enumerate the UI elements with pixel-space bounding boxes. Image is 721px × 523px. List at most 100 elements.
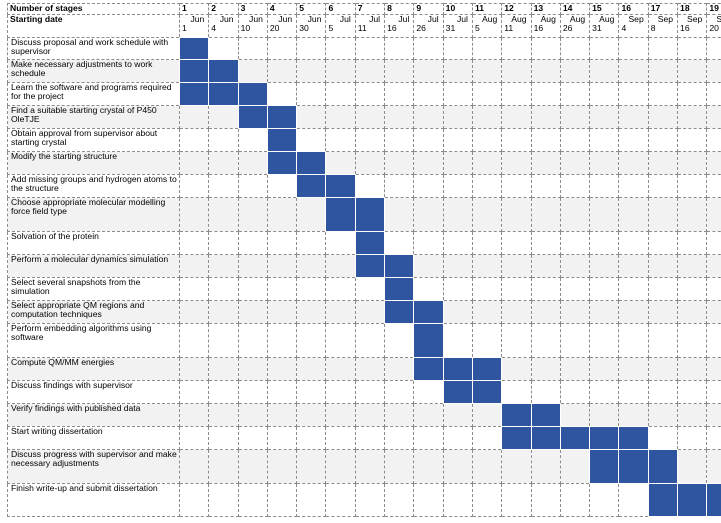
empty-cell — [325, 230, 356, 255]
empty-cell — [589, 127, 620, 152]
empty-cell — [384, 230, 415, 255]
empty-cell — [471, 173, 503, 198]
empty-cell — [354, 379, 386, 404]
empty-cell — [237, 127, 268, 152]
empty-cell — [677, 379, 708, 404]
empty-cell — [178, 379, 210, 404]
task-label: Choose appropriate molecular modelling f… — [7, 196, 180, 232]
stage-day: 5 — [328, 23, 334, 34]
empty-cell — [706, 322, 721, 358]
task-label: Discuss findings with supervisor — [7, 379, 180, 404]
empty-cell — [677, 402, 708, 427]
empty-cell — [208, 36, 239, 60]
empty-cell — [471, 58, 503, 83]
empty-cell — [442, 425, 473, 450]
task-row: Discuss proposal and work schedule with … — [7, 36, 721, 60]
empty-cell — [647, 196, 679, 232]
empty-cell — [471, 81, 503, 106]
empty-cell — [296, 379, 327, 404]
empty-cell — [471, 36, 503, 60]
empty-cell — [501, 253, 532, 278]
empty-cell — [354, 299, 386, 324]
task-row: Modify the starting structure — [7, 150, 721, 175]
task-label: Select appropriate QM regions and comput… — [7, 299, 180, 324]
empty-cell — [501, 81, 532, 106]
stage-month: Sep — [628, 14, 644, 24]
empty-cell — [266, 276, 298, 301]
stage-date: Jun 4 — [208, 13, 239, 38]
empty-cell — [325, 253, 356, 278]
empty-cell — [296, 402, 327, 427]
empty-cell — [559, 81, 591, 106]
empty-cell — [559, 276, 591, 301]
empty-cell — [266, 356, 298, 381]
empty-cell — [442, 276, 473, 301]
empty-cell — [471, 276, 503, 301]
stage-number: 7 — [354, 3, 386, 15]
empty-cell — [677, 230, 708, 255]
stage-month: Aug — [540, 14, 556, 24]
empty-cell — [208, 482, 239, 517]
task-rows: Discuss proposal and work schedule with … — [7, 36, 721, 517]
empty-cell — [442, 196, 473, 232]
empty-cell — [237, 58, 268, 83]
stage-day: 16 — [533, 23, 544, 34]
empty-cell — [178, 402, 210, 427]
empty-cell — [178, 150, 210, 175]
empty-cell — [208, 356, 239, 381]
empty-cell — [442, 104, 473, 129]
empty-cell — [471, 104, 503, 129]
empty-cell — [325, 127, 356, 152]
empty-cell — [530, 482, 561, 517]
empty-cell — [413, 230, 444, 255]
empty-cell — [706, 425, 721, 450]
stage-month: Aug — [481, 14, 498, 24]
empty-cell — [325, 322, 356, 358]
empty-cell — [208, 299, 239, 324]
empty-cell — [647, 150, 679, 175]
stage-number: 1 — [178, 3, 210, 15]
empty-cell — [266, 322, 298, 358]
empty-cell — [237, 356, 268, 381]
empty-cell — [618, 150, 649, 175]
empty-cell — [354, 104, 386, 129]
empty-cell — [178, 448, 210, 484]
stage-month: Jun — [307, 14, 322, 24]
empty-cell — [618, 482, 649, 517]
empty-cell — [501, 276, 532, 301]
empty-cell — [501, 150, 532, 175]
empty-cell — [413, 173, 444, 198]
empty-cell — [647, 127, 679, 152]
schedule-table: Number of stages 1 2 3 4 5 6 7 8 9 10 11 12 13 14 15 16… — [7, 3, 721, 517]
stage-day: 26 — [416, 23, 426, 34]
stage-date: Jul 11 — [354, 13, 386, 38]
stage-day: 8 — [650, 23, 656, 34]
empty-cell — [178, 425, 210, 450]
empty-cell — [384, 425, 415, 450]
gantt-bar-cell — [178, 36, 210, 60]
empty-cell — [237, 402, 268, 427]
gantt-bar-cell — [237, 104, 268, 129]
empty-cell — [354, 127, 386, 152]
stage-month: Jul — [369, 14, 381, 24]
empty-cell — [706, 356, 721, 381]
stage-day: 11 — [357, 23, 367, 34]
empty-cell — [471, 196, 503, 232]
empty-cell — [706, 253, 721, 278]
stage-month: Sep — [687, 14, 703, 24]
empty-cell — [266, 299, 298, 324]
empty-cell — [413, 425, 444, 450]
gantt-bar-cell — [677, 482, 708, 517]
stage-day: 11 — [504, 23, 514, 34]
empty-cell — [618, 230, 649, 255]
empty-cell — [384, 356, 415, 381]
empty-cell — [618, 253, 649, 278]
empty-cell — [384, 482, 415, 517]
empty-cell — [266, 482, 298, 517]
empty-cell — [471, 127, 503, 152]
empty-cell — [618, 356, 649, 381]
empty-cell — [325, 379, 356, 404]
empty-cell — [413, 482, 444, 517]
task-row: Perform a molecular dynamics simulation — [7, 253, 721, 278]
gantt-bar-cell — [706, 482, 721, 517]
